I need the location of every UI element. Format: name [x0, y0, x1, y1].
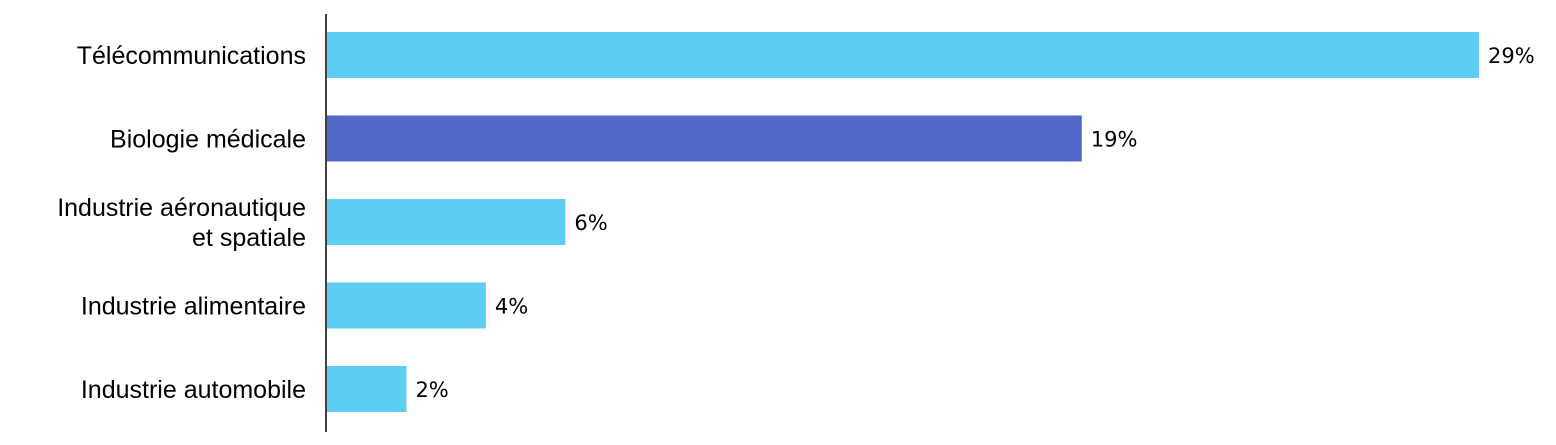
category-label: Industrie aéronautique et spatiale: [57, 194, 306, 252]
category-label: Industrie automobile: [81, 376, 306, 404]
bar: [327, 115, 1082, 162]
category-label-line: Industrie automobile: [81, 376, 306, 404]
bar: [327, 282, 486, 329]
category-label-line: Industrie aéronautique: [57, 194, 306, 222]
category-label-line: Télécommunications: [77, 42, 306, 70]
category-label-line: et spatiale: [192, 224, 306, 252]
category-label: Industrie alimentaire: [81, 293, 306, 321]
data-label: 2%: [415, 378, 448, 402]
category-label: Télécommunications: [77, 42, 306, 70]
data-label: 19%: [1091, 128, 1138, 152]
category-label-line: Biologie médicale: [110, 126, 306, 154]
bar: [327, 366, 407, 412]
bar: [327, 32, 1479, 78]
data-label: 29%: [1488, 44, 1535, 68]
category-label-line: Industrie alimentaire: [81, 293, 306, 321]
data-label: 4%: [495, 295, 528, 319]
data-label: 6%: [574, 211, 607, 235]
category-label: Biologie médicale: [110, 126, 306, 154]
bar: [327, 199, 566, 245]
